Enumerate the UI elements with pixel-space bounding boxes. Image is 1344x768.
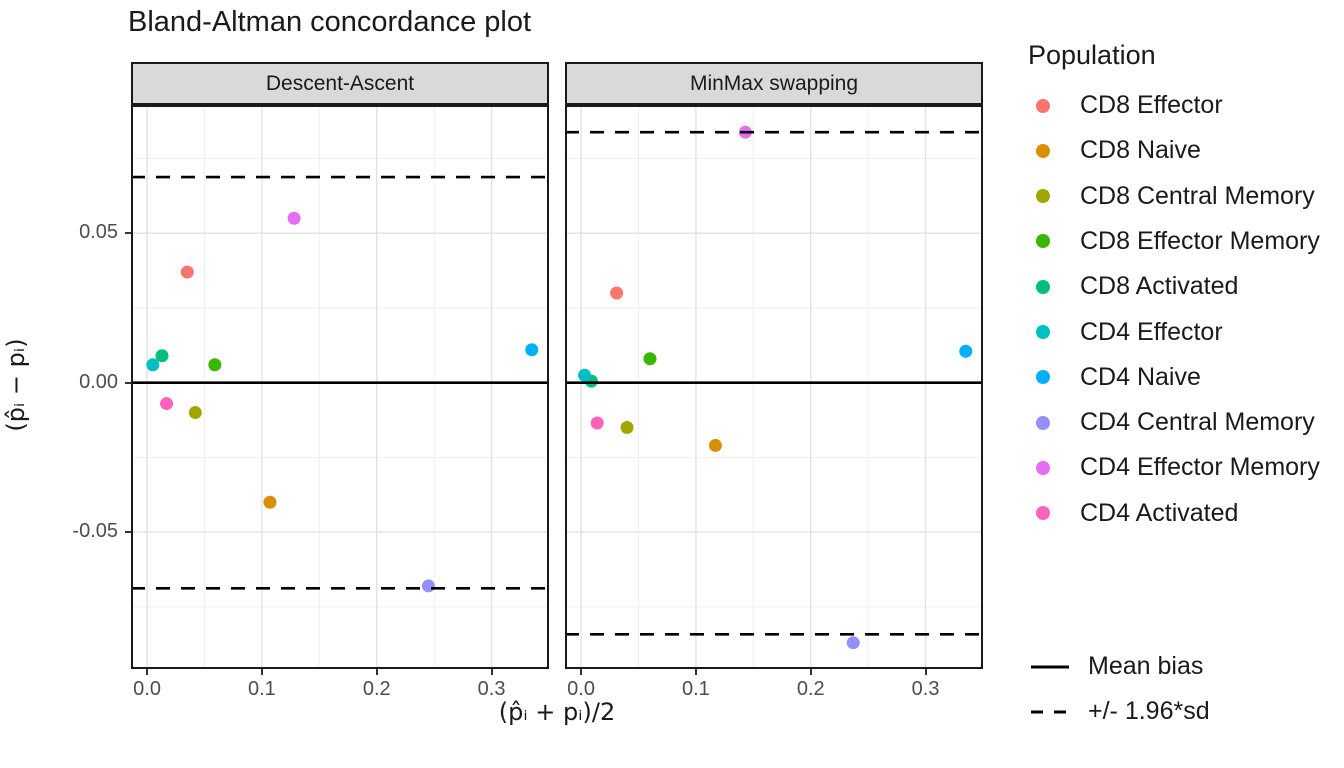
legend-dot-icon	[1036, 415, 1050, 430]
facet-plot-area	[131, 105, 550, 669]
legend-entry-cd4-central-memory: CD4 Central Memory	[1036, 400, 1315, 445]
legend-entry-cd4-activated: CD4 Activated	[1036, 491, 1238, 536]
data-point-cd4-central-memory	[846, 636, 860, 650]
y-axis-title: (p̂ᵢ − pᵢ)	[2, 338, 30, 432]
legend-entry-label: CD8 Effector Memory	[1080, 226, 1320, 255]
legend-dot-icon	[1036, 189, 1050, 204]
x-tick-label: 0.0	[567, 678, 595, 700]
panel-background	[131, 105, 549, 669]
legend-entry-label: CD8 Central Memory	[1080, 181, 1315, 210]
data-point-cd8-naive	[263, 495, 277, 509]
data-point-cd8-central-memory	[620, 420, 634, 434]
legend-entry-cd8-activated: CD8 Activated	[1036, 264, 1238, 309]
legend-entry-label: CD4 Effector Memory	[1080, 453, 1320, 482]
x-tick-label: 0.3	[911, 678, 940, 700]
facet-panel-minmax-swapping	[565, 105, 984, 669]
facet-panel-descent-ascent	[131, 105, 550, 669]
x-tick-label: 0.1	[682, 678, 710, 700]
legend-entry-label: CD8 Activated	[1080, 272, 1239, 301]
legend-entry-label: CD4 Central Memory	[1080, 408, 1315, 437]
facet-strip-label: Descent-Ascent	[265, 71, 415, 95]
legend-dot-icon	[1036, 460, 1050, 475]
facet-strip-minmax-swapping: MinMax swapping	[565, 62, 983, 105]
data-point-cd8-effector	[610, 286, 624, 300]
facet-plot-area	[565, 105, 984, 669]
x-tick-label: 0.0	[133, 678, 161, 700]
legend-entry-cd8-naive: CD8 Naive	[1036, 128, 1201, 173]
legend-entry-cd8-central-memory: CD8 Central Memory	[1036, 174, 1315, 219]
legend-entry-label: CD8 Naive	[1080, 136, 1201, 165]
legend-entry-cd4-naive: CD4 Naive	[1036, 355, 1201, 400]
x-tick-mark	[694, 669, 697, 675]
data-point-cd8-effector	[180, 265, 194, 279]
legend-entry-label: CD4 Effector	[1080, 317, 1223, 346]
x-axis-title: (p̂ᵢ + pᵢ)/2	[498, 698, 616, 726]
x-tick-label: 0.1	[248, 678, 276, 700]
facet-strip-label: MinMax swapping	[689, 71, 859, 95]
data-point-cd4-central-memory	[421, 579, 435, 593]
line-legend-label: +/- 1.96*sd	[1088, 697, 1210, 725]
x-tick-mark	[375, 669, 378, 675]
panel-border	[565, 105, 983, 669]
x-tick-mark	[146, 669, 149, 675]
data-point-cd8-central-memory	[188, 406, 202, 420]
data-point-cd4-activated	[160, 397, 174, 411]
solid-line-sample-icon	[1031, 665, 1069, 668]
data-point-cd4-activated	[590, 416, 604, 430]
y-tick-mark	[125, 531, 131, 534]
legend-title: Population	[1028, 40, 1156, 70]
data-point-cd4-naive	[959, 344, 973, 358]
data-point-cd4-effector	[578, 368, 592, 382]
y-tick-mark	[125, 232, 131, 235]
y-tick-mark	[125, 381, 131, 384]
data-point-cd8-effector-memory	[643, 352, 657, 366]
legend-entry-label: CD4 Naive	[1080, 362, 1201, 391]
x-tick-mark	[924, 669, 927, 675]
legend-entry-cd4-effector: CD4 Effector	[1036, 310, 1223, 355]
panel-border	[131, 105, 549, 669]
legend-entry-cd8-effector: CD8 Effector	[1036, 83, 1223, 128]
data-point-cd8-effector-memory	[208, 358, 222, 372]
y-tick-label: -0.05	[72, 520, 118, 543]
x-tick-mark	[809, 669, 812, 675]
x-tick-label: 0.2	[796, 678, 825, 700]
y-tick-label: 0.00	[79, 370, 118, 393]
x-tick-label: 0.3	[477, 678, 506, 700]
legend-dot-icon	[1036, 98, 1050, 113]
data-point-cd8-naive	[708, 438, 722, 452]
legend: Population CD8 Effector CD8 Naive CD8 Cent…	[1028, 0, 1344, 768]
y-tick-label: 0.05	[79, 221, 118, 244]
x-tick-mark	[260, 669, 263, 675]
legend-dot-icon	[1036, 506, 1050, 521]
legend-entry-label: CD8 Effector	[1080, 91, 1223, 119]
data-point-cd4-effector	[146, 358, 160, 372]
data-point-cd4-naive	[525, 343, 539, 357]
plot-title: Bland-Altman concordance plot	[128, 6, 532, 38]
legend-dot-icon	[1036, 325, 1050, 339]
legend-entry-cd4-effector-memory: CD4 Effector Memory	[1036, 445, 1320, 490]
x-tick-mark	[580, 669, 583, 675]
line-legend-label: Mean bias	[1088, 652, 1204, 680]
x-tick-mark	[490, 669, 493, 675]
line-legend-entry-mean-bias: Mean bias	[1030, 644, 1203, 689]
legend-entry-label: CD4 Activated	[1080, 498, 1239, 527]
line-legend-entry--1-96-sd: +/- 1.96*sd	[1030, 689, 1210, 734]
dashed-line-sample-icon	[1031, 710, 1069, 713]
legend-dot-icon	[1036, 234, 1050, 249]
legend-dot-icon	[1036, 370, 1050, 385]
data-point-cd8-activated	[155, 349, 169, 363]
data-point-cd4-effector-memory	[287, 211, 301, 225]
panel-background	[565, 105, 983, 669]
x-tick-label: 0.2	[362, 678, 391, 700]
legend-dot-icon	[1036, 143, 1050, 158]
legend-dot-icon	[1036, 279, 1050, 294]
facet-strip-descent-ascent: Descent-Ascent	[131, 62, 549, 105]
legend-entry-cd8-effector-memory: CD8 Effector Memory	[1036, 219, 1320, 264]
